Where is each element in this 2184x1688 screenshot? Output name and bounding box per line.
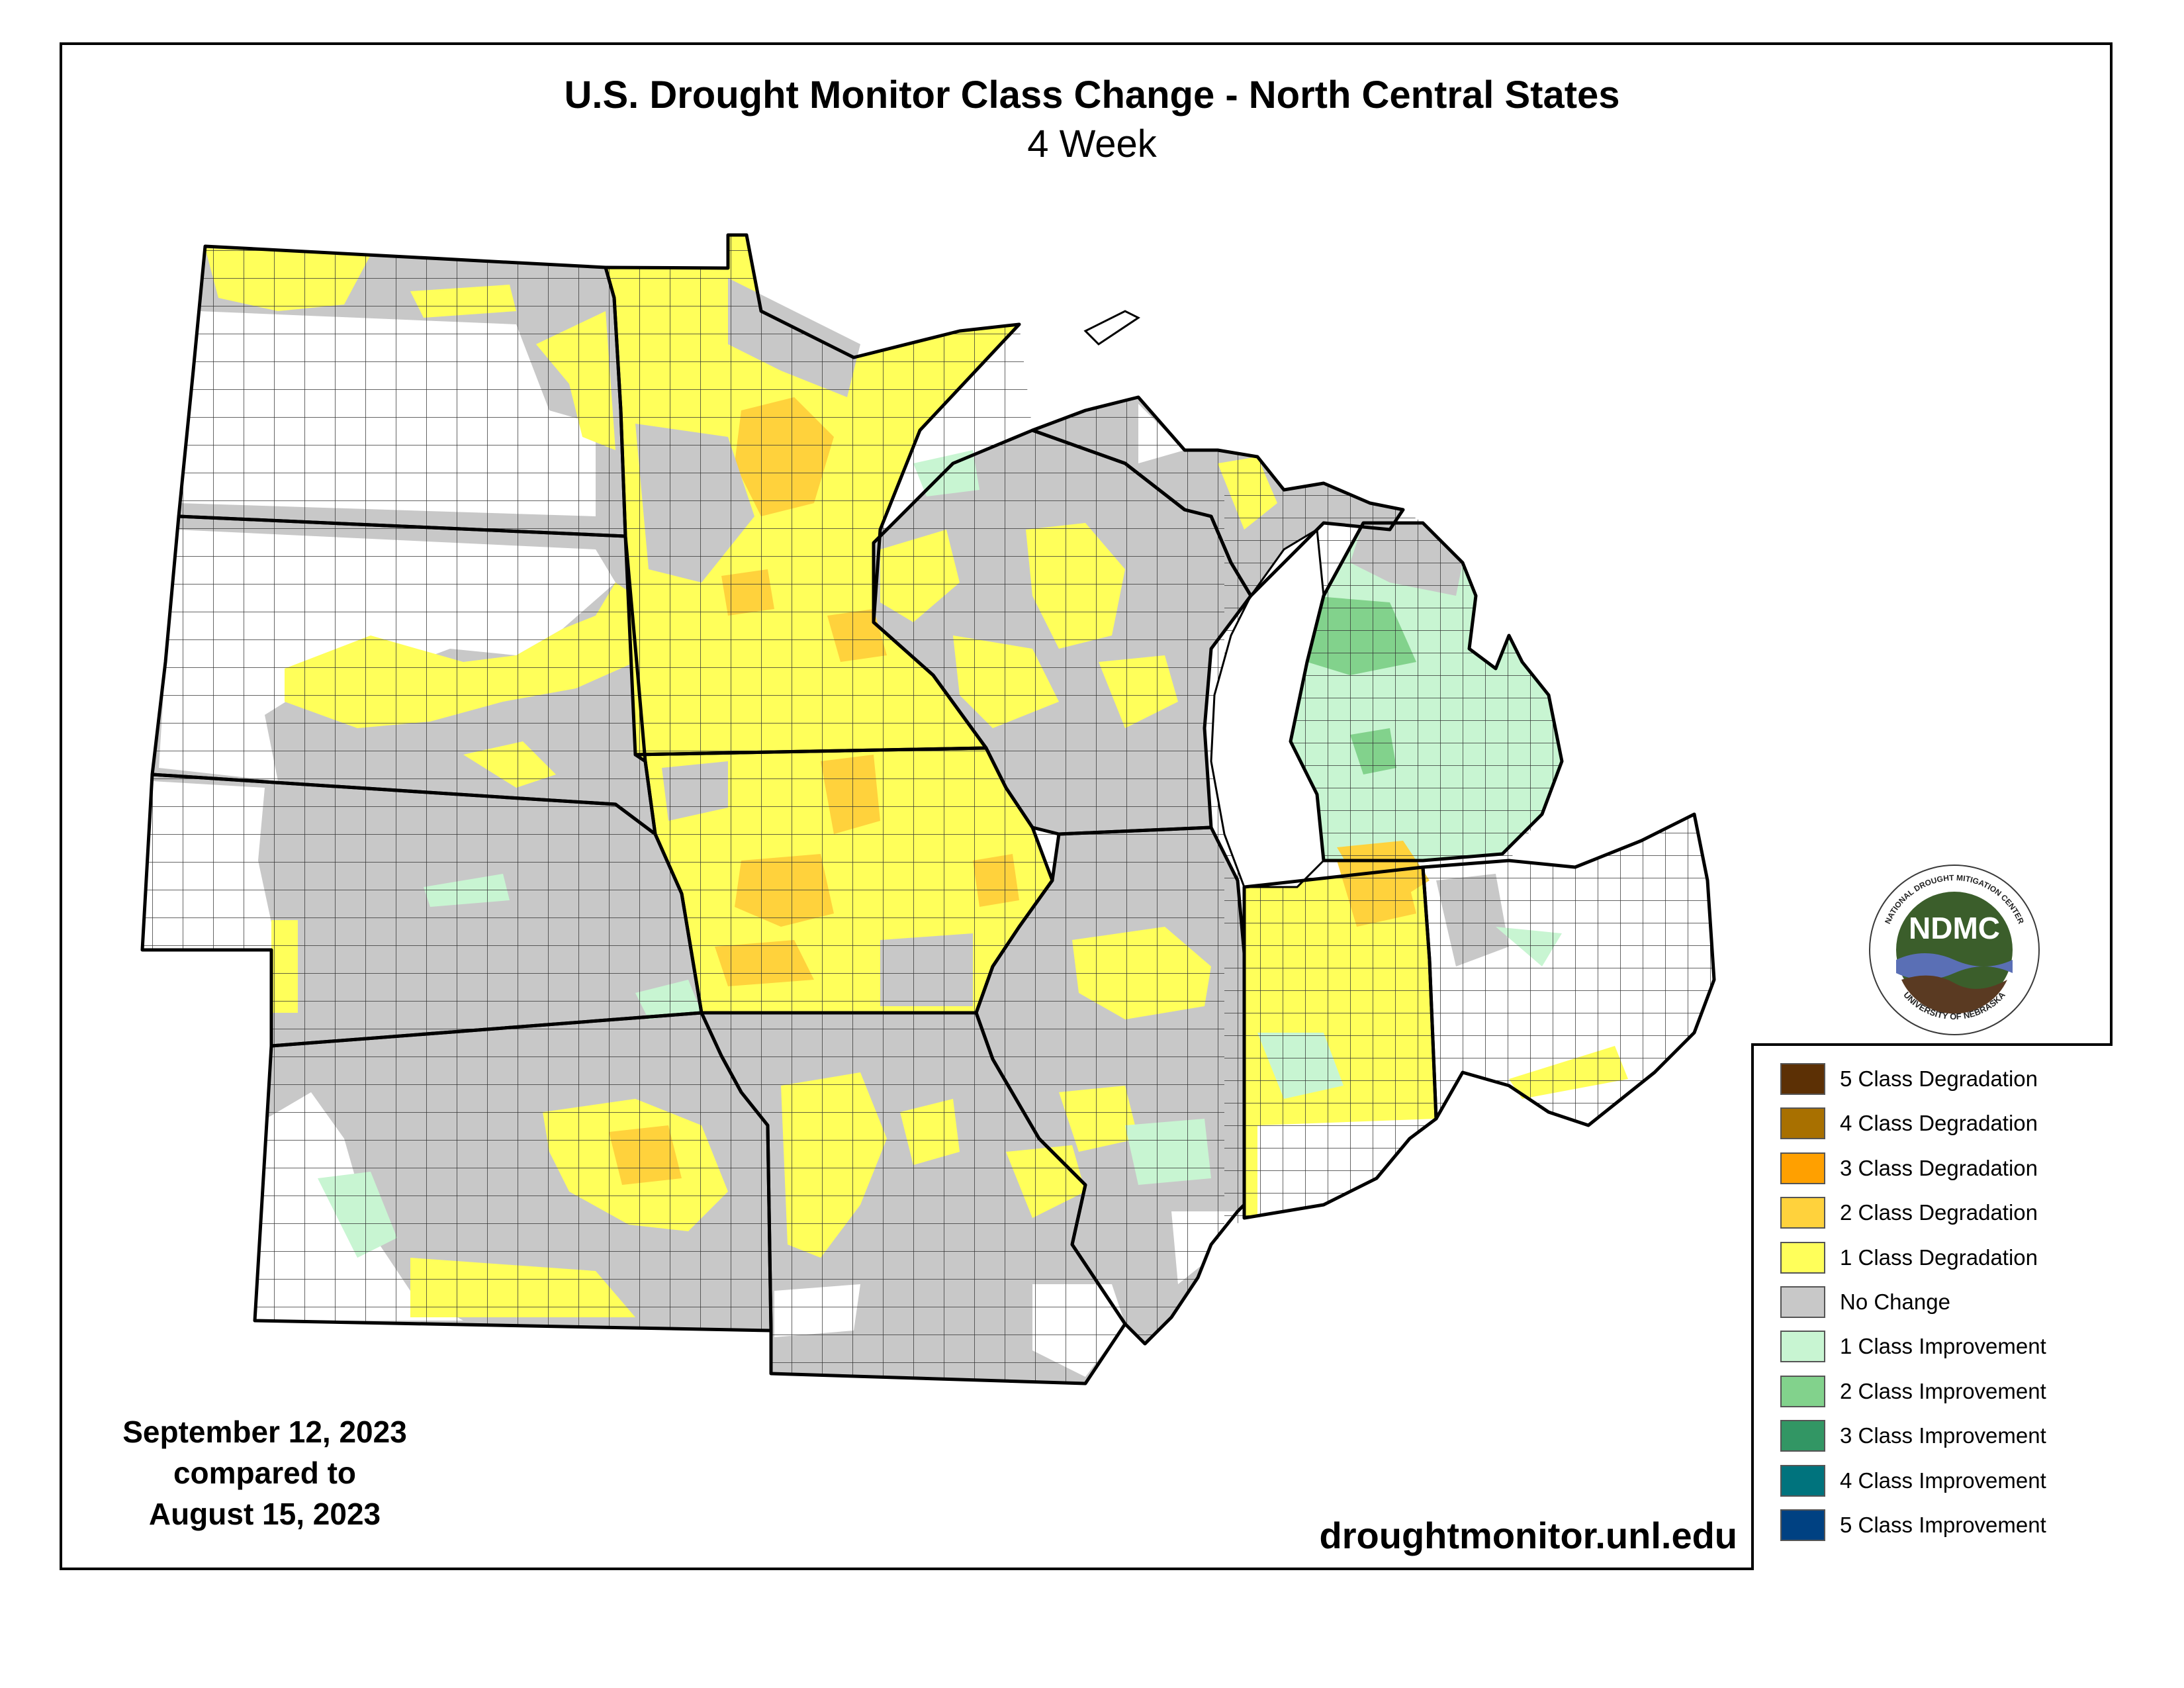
map-subtitle: 4 Week <box>1027 122 1157 165</box>
legend-item: 5 Class Degradation <box>1780 1061 2038 1097</box>
ndmc-logo: NDMC NATIONAL DROUGHT MITIGATION CENTER … <box>1869 865 2040 1035</box>
legend-item: 3 Class Degradation <box>1780 1150 2038 1186</box>
legend-item: 2 Class Improvement <box>1780 1374 2046 1409</box>
legend-item: 2 Class Degradation <box>1780 1195 2038 1231</box>
legend-item: 5 Class Improvement <box>1780 1507 2046 1543</box>
date-compared-to: compared to <box>173 1456 357 1490</box>
date-comparison: September 12, 2023 compared to August 15… <box>79 1411 450 1534</box>
legend-label: 4 Class Degradation <box>1840 1111 2038 1136</box>
legend-item: 4 Class Improvement <box>1780 1463 2046 1499</box>
state-borders <box>140 233 1716 1385</box>
legend-label: 3 Class Improvement <box>1840 1423 2046 1448</box>
legend-item: No Change <box>1780 1284 1950 1320</box>
map-title: U.S. Drought Monitor Class Change - Nort… <box>564 73 1620 117</box>
date-current: September 12, 2023 <box>122 1415 407 1449</box>
legend-swatch <box>1780 1331 1825 1363</box>
source-url: droughtmonitor.unl.edu <box>1319 1515 1737 1556</box>
legend-swatch <box>1780 1197 1825 1229</box>
legend-swatch <box>1780 1152 1825 1184</box>
logo-initials: NDMC <box>1909 911 2000 945</box>
legend-item: 1 Class Improvement <box>1780 1329 2046 1364</box>
legend-label: 2 Class Degradation <box>1840 1200 2038 1225</box>
legend-label: 1 Class Degradation <box>1840 1244 2038 1270</box>
legend-item: 3 Class Improvement <box>1780 1418 2046 1454</box>
legend-item: 4 Class Degradation <box>1780 1105 2038 1141</box>
legend-label: 5 Class Improvement <box>1840 1513 2046 1537</box>
county-grid <box>142 235 1714 1383</box>
legend-swatch <box>1780 1509 1825 1541</box>
legend-label: 2 Class Improvement <box>1840 1378 2046 1403</box>
date-previous: August 15, 2023 <box>148 1497 381 1531</box>
legend-swatch <box>1780 1375 1825 1407</box>
legend-label: 1 Class Improvement <box>1840 1334 2046 1359</box>
legend-label: 5 Class Degradation <box>1840 1066 2038 1091</box>
legend-item: 1 Class Degradation <box>1780 1240 2038 1276</box>
legend-swatch <box>1780 1241 1825 1274</box>
legend: 5 Class Degradation 4 Class Degradation 3 … <box>1751 1043 2113 1570</box>
legend-swatch <box>1780 1464 1825 1497</box>
legend-swatch <box>1780 1286 1825 1318</box>
legend-swatch <box>1780 1063 1825 1095</box>
legend-label: 4 Class Improvement <box>1840 1468 2046 1493</box>
legend-label: 3 Class Degradation <box>1840 1155 2038 1180</box>
legend-swatch <box>1780 1420 1825 1452</box>
legend-swatch <box>1780 1107 1825 1140</box>
legend-label: No Change <box>1840 1289 1950 1314</box>
